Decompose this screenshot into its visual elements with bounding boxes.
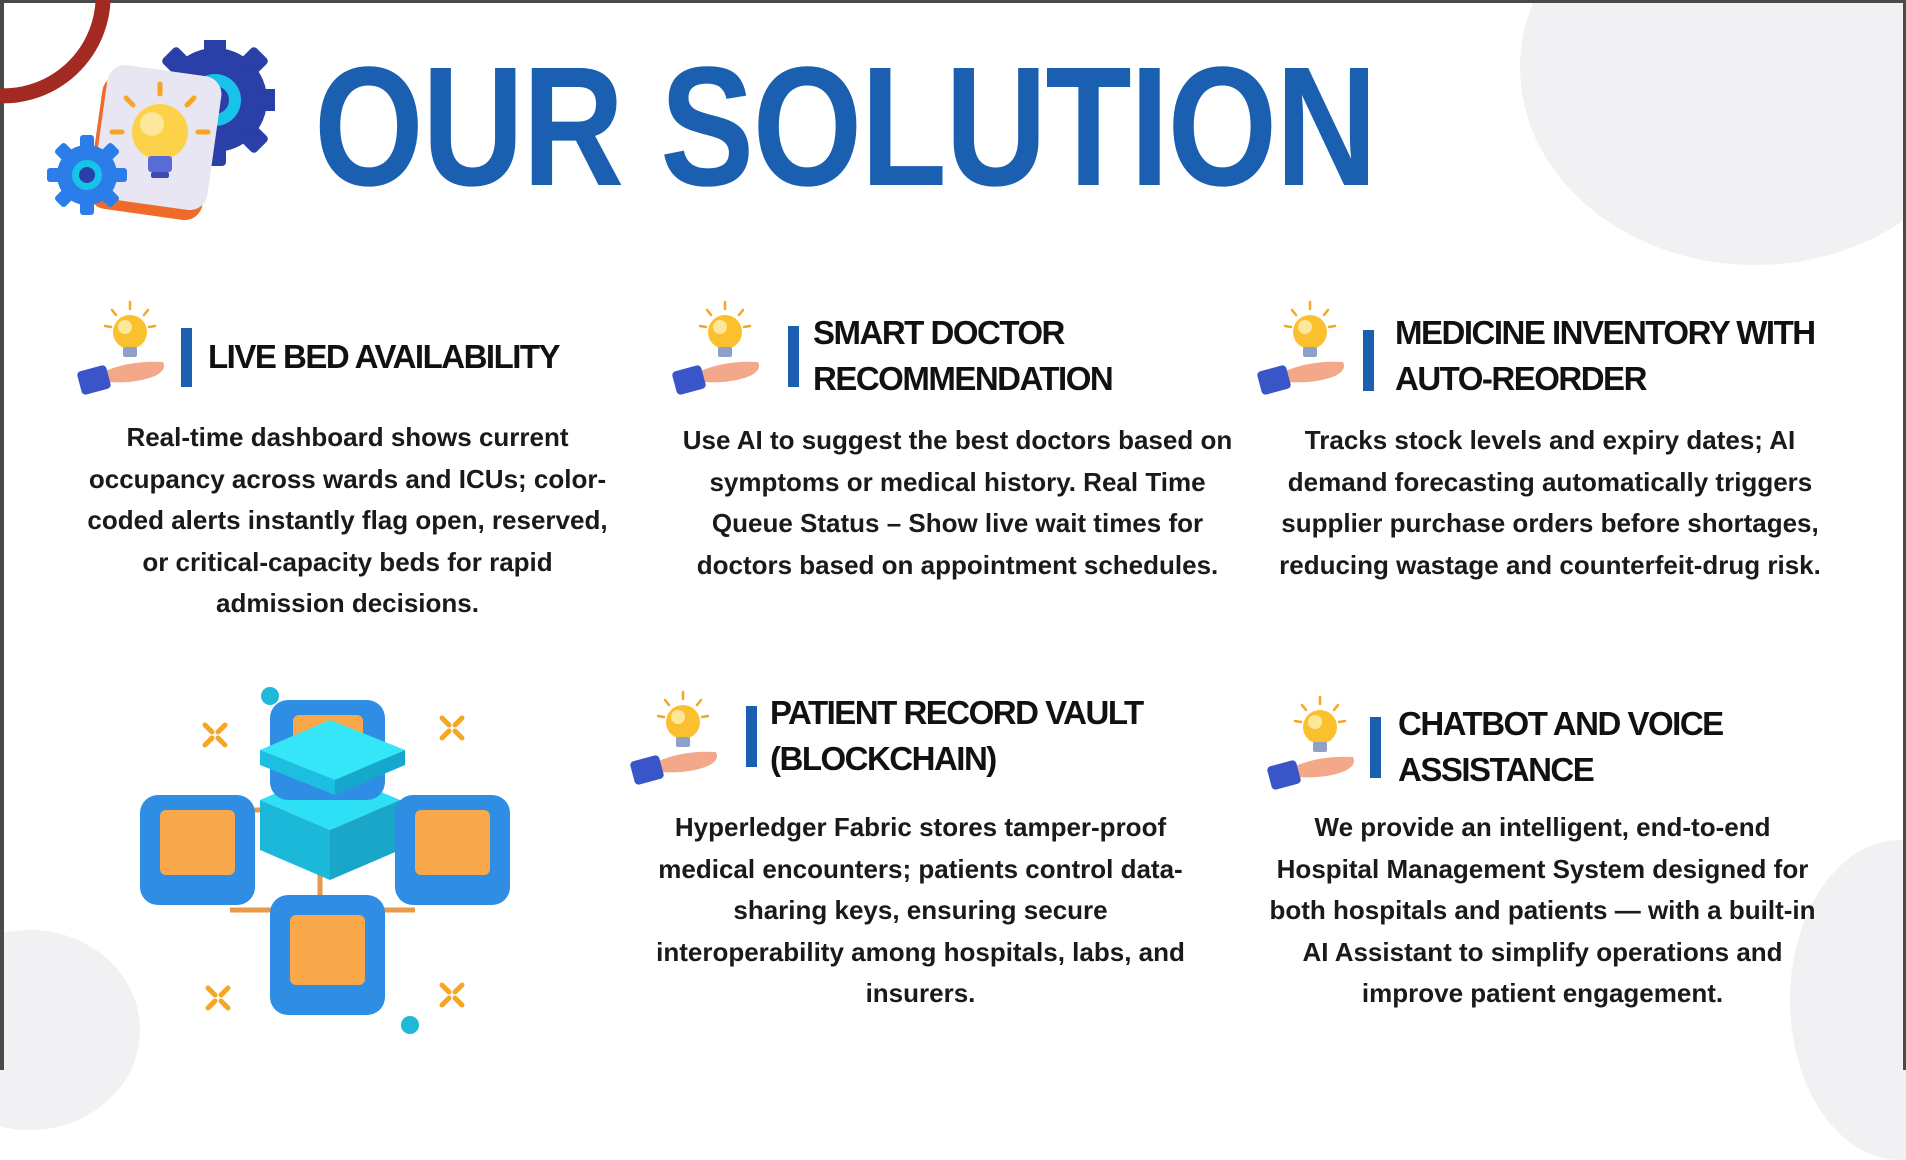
feature-card-chatbot: CHATBOT AND VOICE ASSISTANCE We provide …: [1265, 695, 1845, 1025]
blockchain-cubes-illustration: [140, 687, 510, 1034]
feature-card-medicine-inventory: MEDICINE INVENTORY WITH AUTO-REORDER Tra…: [1255, 300, 1845, 630]
feature-card-smart-doctor: SMART DOCTOR RECOMMENDATION Use AI to su…: [670, 300, 1240, 630]
lightbulb-hand-icon: [1267, 695, 1354, 790]
feature-description: Use AI to suggest the best doctors based…: [682, 425, 1233, 580]
lightbulb-hand-icon: [672, 300, 759, 395]
frame-top-border: [0, 0, 1906, 3]
lightbulb-hand-icon: [77, 300, 164, 395]
lightbulb-hand-icon: [1257, 300, 1344, 395]
feature-heading: CHATBOT AND VOICE ASSISTANCE: [1398, 701, 1838, 793]
lightbulb-hand-icon: [630, 690, 717, 785]
feature-heading: LIVE BED AVAILABILITY: [208, 334, 648, 380]
red-arc-decoration: [0, 0, 111, 104]
feature-heading: PATIENT RECORD VAULT (BLOCKCHAIN): [770, 690, 1200, 782]
feature-heading-line1: LIVE BED AVAILABILITY: [208, 338, 561, 375]
feature-heading: SMART DOCTOR RECOMMENDATION: [813, 310, 1243, 402]
heading-accent-bar: [788, 326, 799, 387]
page-title: OUR SOLUTION: [314, 32, 1377, 222]
heading-accent-bar: [181, 328, 192, 387]
feature-heading-line1: SMART DOCTOR: [813, 314, 1065, 351]
heading-accent-bar: [1370, 717, 1381, 778]
feature-heading-line1: CHATBOT AND VOICE: [1398, 705, 1724, 742]
heading-accent-bar: [1363, 330, 1374, 391]
feature-card-live-bed: LIVE BED AVAILABILITY Real-time dashboar…: [75, 300, 645, 630]
feature-heading-line1: MEDICINE INVENTORY WITH: [1395, 314, 1816, 351]
feature-heading-line2: (BLOCKCHAIN): [770, 740, 997, 777]
heading-accent-bar: [746, 706, 757, 767]
feature-description: Real-time dashboard shows current occupa…: [87, 422, 608, 618]
feature-heading-line2: RECOMMENDATION: [813, 360, 1114, 397]
idea-gears-illustration: [47, 40, 275, 221]
feature-heading-line2: ASSISTANCE: [1398, 751, 1595, 788]
frame-right-border: [1903, 0, 1906, 1070]
background-blob-bottom-left: [0, 930, 140, 1130]
feature-heading-line1: PATIENT RECORD VAULT: [770, 694, 1144, 731]
feature-description: Hyperledger Fabric stores tamper-proof m…: [656, 812, 1185, 1008]
feature-description: Tracks stock levels and expiry dates; AI…: [1279, 425, 1821, 580]
feature-description: We provide an intelligent, end-to-end Ho…: [1269, 812, 1816, 1008]
frame-left-border: [0, 0, 4, 1070]
background-blob-top-right: [1520, 0, 1906, 265]
feature-card-patient-vault: PATIENT RECORD VAULT (BLOCKCHAIN) Hyperl…: [628, 690, 1218, 1020]
feature-heading-line2: AUTO-REORDER: [1395, 360, 1647, 397]
feature-heading: MEDICINE INVENTORY WITH AUTO-REORDER: [1395, 310, 1845, 402]
